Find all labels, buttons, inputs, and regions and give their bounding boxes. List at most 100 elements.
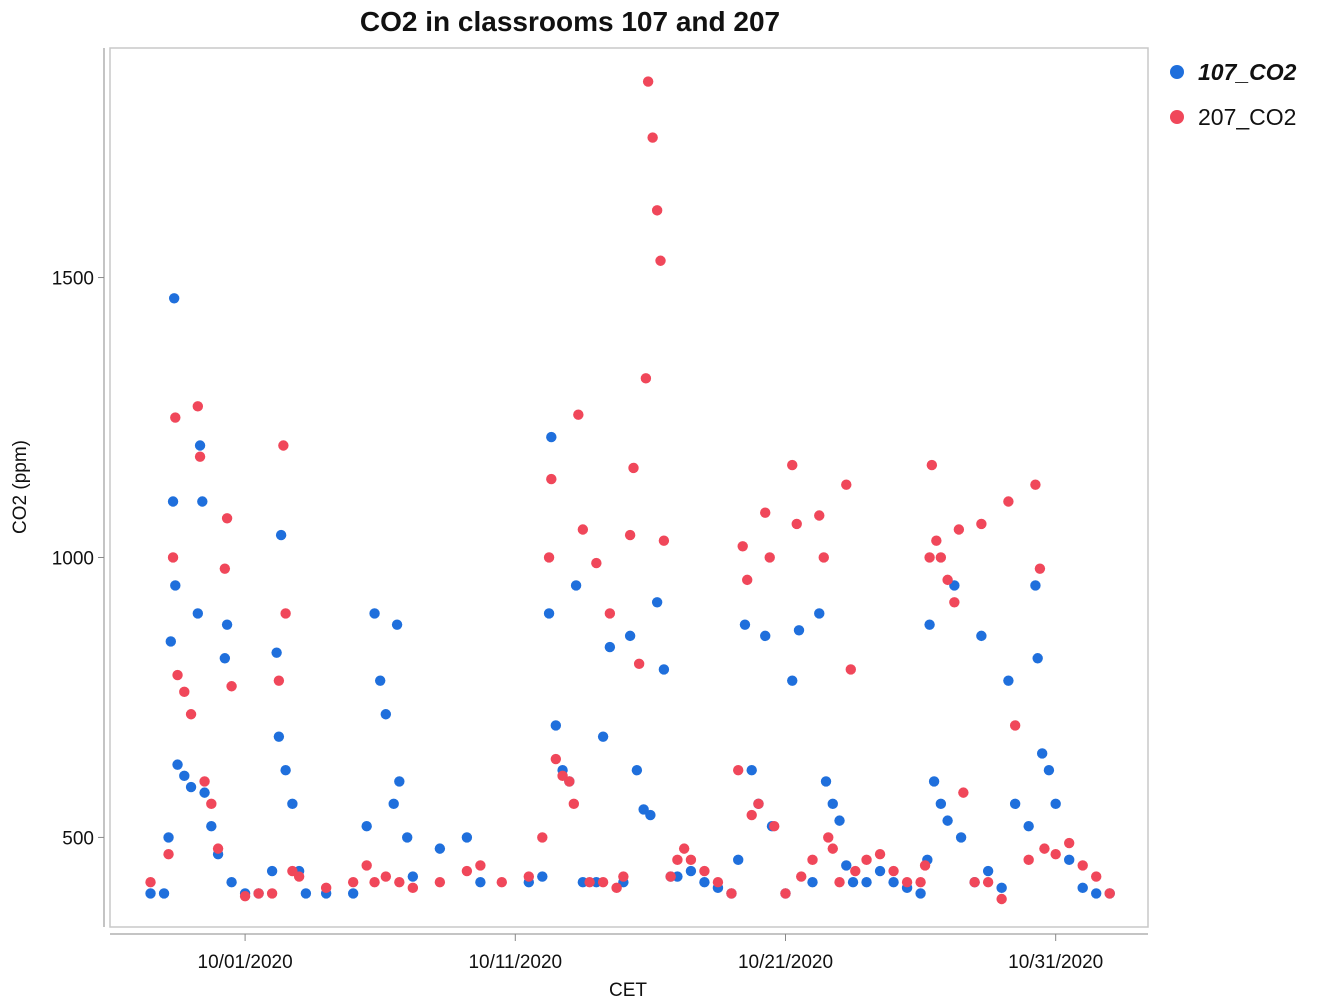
data-point xyxy=(537,871,548,882)
data-point xyxy=(361,821,372,832)
data-point xyxy=(958,787,969,798)
x-tick-label: 10/21/2020 xyxy=(738,952,833,973)
data-point xyxy=(194,451,206,462)
data-point xyxy=(672,854,683,866)
data-point xyxy=(841,479,852,490)
data-point xyxy=(746,765,757,776)
data-point xyxy=(665,871,676,882)
data-point xyxy=(982,865,994,877)
data-point xyxy=(827,798,838,810)
data-point xyxy=(185,781,197,793)
data-point xyxy=(1091,871,1102,882)
data-point xyxy=(1036,748,1048,759)
data-point xyxy=(584,877,595,888)
data-point xyxy=(841,860,852,871)
data-point xyxy=(434,877,446,888)
plot-frame xyxy=(109,47,1149,928)
data-point xyxy=(645,809,656,821)
data-point xyxy=(475,860,486,871)
y-tick-label: 500 xyxy=(62,828,94,849)
data-point xyxy=(523,871,535,882)
data-point xyxy=(845,664,856,675)
data-point xyxy=(271,647,282,658)
data-point xyxy=(391,619,403,630)
data-point xyxy=(915,877,926,888)
data-point xyxy=(347,888,359,899)
data-point xyxy=(1034,563,1046,574)
data-point xyxy=(611,882,622,894)
data-point xyxy=(712,877,724,888)
data-point xyxy=(823,832,834,843)
data-point xyxy=(293,871,305,882)
data-point xyxy=(901,877,913,888)
data-point xyxy=(185,709,197,720)
data-point xyxy=(1077,860,1088,871)
data-point xyxy=(746,809,757,821)
data-point xyxy=(874,865,886,877)
data-point xyxy=(976,630,987,642)
data-point xyxy=(434,843,446,854)
data-point xyxy=(604,641,616,653)
data-point xyxy=(168,293,180,304)
data-point xyxy=(172,669,183,681)
data-point xyxy=(976,518,987,530)
data-point xyxy=(685,854,697,866)
data-point xyxy=(942,574,953,586)
data-point xyxy=(407,882,419,894)
data-point xyxy=(320,882,332,894)
data-point xyxy=(192,608,204,619)
data-point xyxy=(769,821,780,832)
data-point xyxy=(834,815,845,826)
data-point xyxy=(796,871,807,882)
data-point xyxy=(1023,854,1034,866)
data-point xyxy=(827,843,838,854)
x-tick-label: 10/31/2020 xyxy=(1008,952,1103,973)
data-point xyxy=(1032,653,1043,664)
data-point xyxy=(1077,882,1088,894)
data-point xyxy=(394,877,405,888)
data-point xyxy=(624,529,636,541)
data-point xyxy=(915,888,926,899)
data-point xyxy=(597,731,609,742)
data-point xyxy=(496,877,507,888)
data-point xyxy=(818,552,829,563)
data-point xyxy=(760,507,771,518)
data-point xyxy=(651,597,663,608)
data-point xyxy=(982,877,994,888)
data-point xyxy=(1091,888,1102,899)
data-point xyxy=(197,496,208,507)
data-point xyxy=(1043,765,1055,776)
x-tick-label: 10/01/2020 xyxy=(198,952,293,973)
data-point xyxy=(699,865,710,877)
data-point xyxy=(737,541,748,552)
data-point xyxy=(550,720,562,731)
data-point xyxy=(1009,798,1021,810)
data-point xyxy=(996,882,1007,894)
data-point xyxy=(604,608,616,619)
data-point xyxy=(787,675,798,686)
data-point xyxy=(969,877,980,888)
data-point xyxy=(955,832,967,843)
data-point xyxy=(655,255,666,266)
data-point xyxy=(347,877,359,888)
data-point xyxy=(640,373,652,384)
data-point xyxy=(834,877,845,888)
data-point xyxy=(170,580,181,591)
data-point xyxy=(651,205,663,216)
data-point xyxy=(300,888,312,899)
data-point xyxy=(733,765,744,776)
y-tick-label: 1500 xyxy=(52,269,94,290)
data-point xyxy=(167,496,179,507)
data-point xyxy=(239,891,251,902)
data-point xyxy=(1009,720,1021,731)
data-point xyxy=(206,821,217,832)
data-point xyxy=(543,552,555,563)
data-point xyxy=(850,865,861,877)
data-point xyxy=(266,865,278,877)
legend-marker xyxy=(1170,110,1184,124)
data-point xyxy=(935,798,947,810)
data-point xyxy=(179,686,190,698)
data-point xyxy=(699,877,710,888)
data-point xyxy=(926,459,938,471)
data-point xyxy=(407,871,419,882)
